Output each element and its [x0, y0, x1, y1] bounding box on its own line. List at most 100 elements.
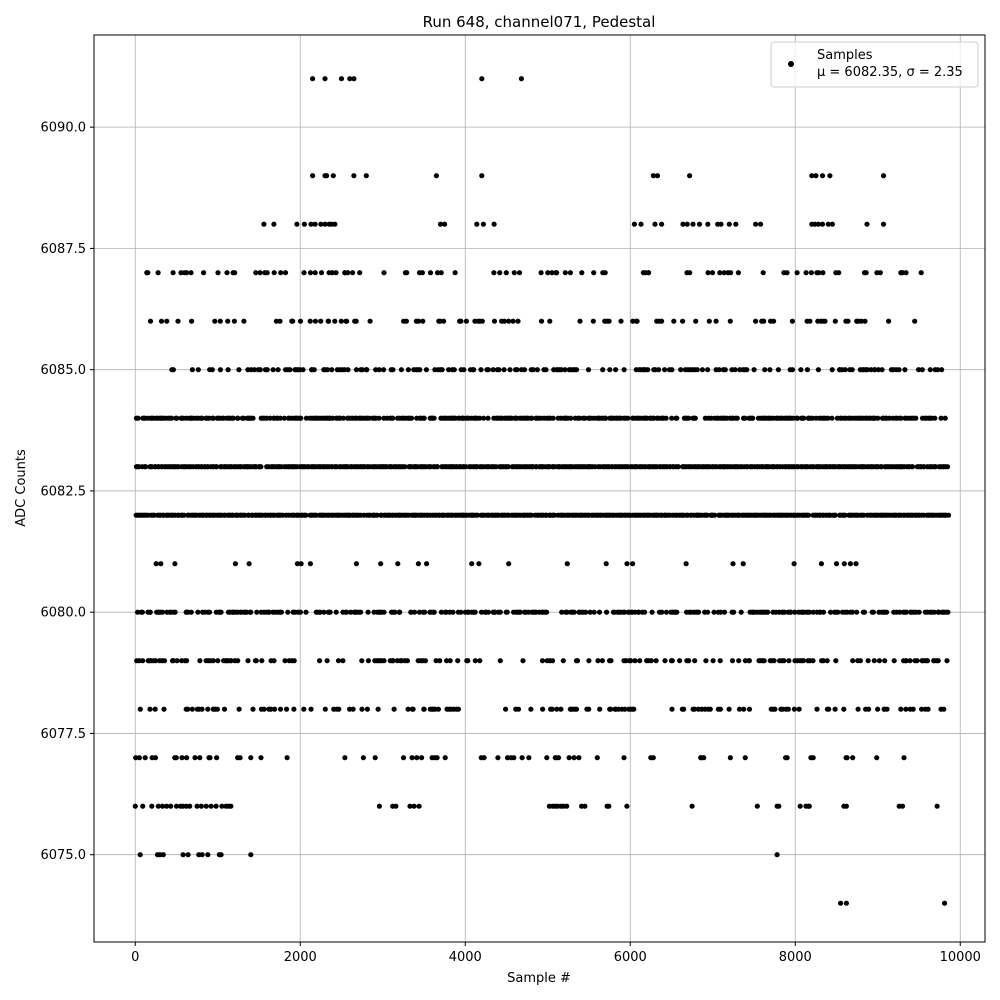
data-point	[791, 706, 798, 712]
data-point	[718, 221, 724, 227]
data-point	[474, 512, 481, 518]
data-point	[607, 367, 613, 373]
data-point	[827, 173, 833, 179]
data-point	[172, 561, 178, 567]
data-point	[365, 609, 371, 615]
data-point	[147, 706, 153, 712]
data-point	[547, 318, 553, 324]
data-point	[408, 415, 415, 421]
y-tick-label: 6085.0	[41, 363, 87, 378]
data-point	[271, 658, 277, 664]
data-point	[142, 464, 149, 470]
data-point	[476, 561, 482, 567]
data-point	[550, 415, 556, 421]
data-point	[199, 706, 205, 712]
data-point	[257, 270, 263, 276]
data-point	[277, 318, 283, 324]
data-point	[271, 270, 277, 276]
data-point	[253, 270, 259, 276]
data-point	[804, 367, 811, 373]
data-point	[217, 367, 223, 373]
data-point	[170, 367, 176, 373]
data-point	[722, 367, 728, 373]
data-point	[259, 658, 265, 664]
data-point	[345, 270, 351, 276]
data-point	[597, 706, 603, 712]
data-point	[439, 367, 445, 373]
data-point	[809, 415, 816, 421]
data-point	[224, 270, 230, 276]
data-point	[566, 755, 572, 761]
data-point	[174, 415, 180, 421]
data-point	[861, 609, 868, 615]
data-point	[477, 415, 483, 421]
data-point	[140, 658, 146, 664]
data-point	[528, 512, 535, 518]
data-point	[606, 803, 612, 809]
data-point	[732, 367, 738, 373]
data-point	[544, 755, 550, 761]
data-point	[549, 706, 555, 712]
data-point	[842, 512, 848, 518]
data-point	[882, 658, 888, 664]
data-point	[815, 367, 822, 373]
data-point	[646, 270, 652, 276]
data-point	[332, 221, 338, 227]
data-point	[188, 270, 194, 276]
data-point	[782, 609, 788, 615]
data-point	[738, 609, 744, 615]
legend-box	[770, 41, 979, 88]
data-point	[410, 706, 416, 712]
data-point	[875, 367, 882, 373]
data-point	[549, 270, 555, 276]
data-point	[785, 706, 792, 712]
data-point	[728, 270, 734, 276]
data-point	[301, 270, 307, 276]
data-point	[792, 609, 798, 615]
data-point	[179, 755, 185, 761]
data-point	[398, 367, 404, 373]
data-point	[585, 367, 592, 373]
data-point	[603, 561, 609, 567]
data-point	[726, 221, 732, 227]
data-point	[294, 561, 300, 567]
data-point	[142, 755, 148, 761]
data-point	[301, 706, 307, 712]
data-point	[809, 173, 815, 179]
data-point	[250, 706, 256, 712]
data-point	[261, 221, 267, 227]
data-point	[381, 270, 387, 276]
data-point	[474, 221, 480, 227]
data-point	[485, 609, 491, 615]
data-point	[803, 270, 809, 276]
data-point	[721, 609, 728, 615]
data-point	[559, 609, 565, 615]
data-point	[841, 706, 847, 712]
data-point	[558, 367, 565, 373]
data-point	[351, 173, 357, 179]
data-point	[419, 755, 425, 761]
data-point	[734, 415, 740, 421]
data-point	[285, 609, 291, 615]
data-point	[771, 318, 777, 324]
data-point	[431, 609, 437, 615]
x-axis-label: Sample #	[507, 971, 571, 986]
data-point	[197, 658, 203, 664]
data-point	[492, 609, 498, 615]
data-point	[228, 658, 234, 664]
data-point	[810, 658, 816, 664]
data-point	[891, 658, 897, 664]
data-point	[515, 706, 522, 712]
data-point	[686, 415, 692, 421]
data-point	[902, 367, 908, 373]
data-point	[645, 367, 651, 373]
data-point	[391, 706, 397, 712]
data-point	[898, 706, 904, 712]
data-point	[910, 706, 916, 712]
data-point	[173, 803, 180, 809]
data-point	[340, 658, 346, 664]
data-point	[308, 221, 314, 227]
data-point	[510, 318, 516, 324]
data-point	[297, 318, 304, 324]
data-point	[694, 367, 700, 373]
